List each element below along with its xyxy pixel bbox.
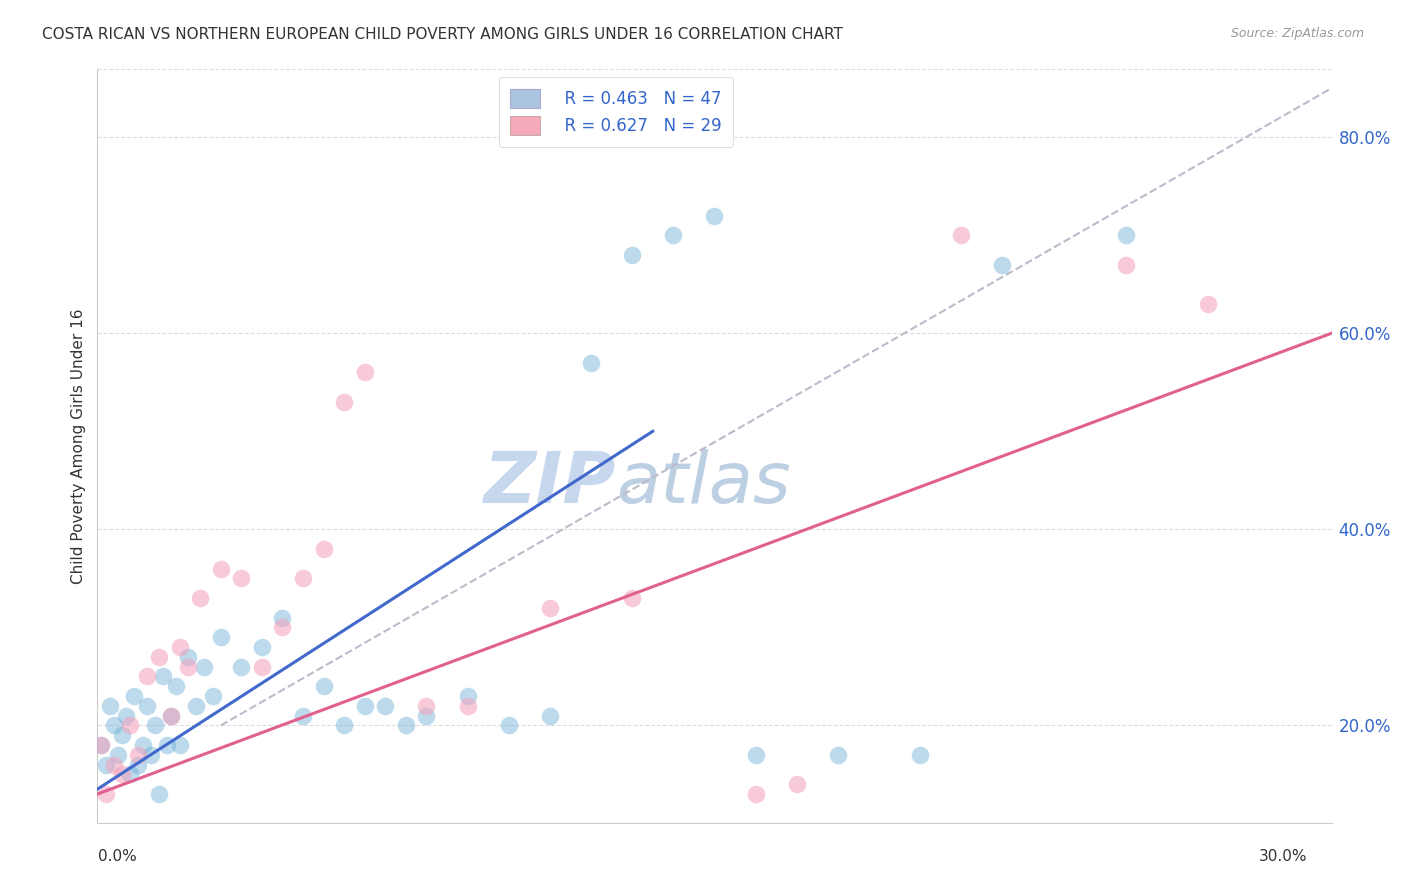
Y-axis label: Child Poverty Among Girls Under 16: Child Poverty Among Girls Under 16: [72, 309, 86, 583]
Point: [744, 747, 766, 762]
Point: [908, 747, 931, 762]
Text: ZIP: ZIP: [484, 450, 616, 518]
Point: [1197, 297, 1219, 311]
Point: [111, 728, 134, 742]
Point: [169, 640, 191, 654]
Point: [1115, 228, 1137, 243]
Point: [94, 787, 117, 801]
Point: [950, 228, 973, 243]
Text: atlas: atlas: [616, 450, 790, 518]
Point: [827, 747, 849, 762]
Point: [415, 698, 437, 713]
Point: [538, 708, 561, 723]
Point: [165, 679, 187, 693]
Point: [98, 698, 121, 713]
Point: [415, 708, 437, 723]
Point: [139, 747, 162, 762]
Point: [333, 718, 356, 732]
Point: [457, 698, 479, 713]
Point: [991, 258, 1014, 272]
Point: [395, 718, 418, 732]
Point: [271, 610, 294, 624]
Point: [152, 669, 174, 683]
Point: [120, 767, 142, 781]
Point: [148, 649, 170, 664]
Point: [115, 708, 138, 723]
Point: [193, 659, 215, 673]
Text: Source: ZipAtlas.com: Source: ZipAtlas.com: [1230, 27, 1364, 40]
Text: 30.0%: 30.0%: [1260, 849, 1308, 863]
Point: [621, 591, 644, 605]
Point: [353, 366, 375, 380]
Point: [353, 698, 375, 713]
Point: [209, 630, 232, 644]
Point: [374, 698, 396, 713]
Point: [160, 708, 183, 723]
Point: [786, 777, 808, 791]
Point: [703, 209, 725, 223]
Point: [292, 708, 315, 723]
Point: [124, 689, 146, 703]
Point: [498, 718, 520, 732]
Text: COSTA RICAN VS NORTHERN EUROPEAN CHILD POVERTY AMONG GIRLS UNDER 16 CORRELATION : COSTA RICAN VS NORTHERN EUROPEAN CHILD P…: [42, 27, 844, 42]
Point: [231, 659, 253, 673]
Point: [621, 248, 644, 262]
Point: [143, 718, 166, 732]
Point: [128, 757, 150, 772]
Point: [292, 571, 315, 585]
Point: [312, 541, 335, 556]
Point: [579, 356, 602, 370]
Point: [103, 718, 125, 732]
Text: 0.0%: 0.0%: [98, 849, 138, 863]
Point: [312, 679, 335, 693]
Point: [231, 571, 253, 585]
Point: [209, 561, 232, 575]
Point: [177, 659, 200, 673]
Point: [250, 659, 273, 673]
Point: [538, 600, 561, 615]
Point: [111, 767, 134, 781]
Point: [271, 620, 294, 634]
Point: [120, 718, 142, 732]
Point: [250, 640, 273, 654]
Point: [90, 738, 112, 752]
Point: [103, 757, 125, 772]
Point: [744, 787, 766, 801]
Point: [177, 649, 200, 664]
Point: [201, 689, 224, 703]
Point: [662, 228, 685, 243]
Point: [457, 689, 479, 703]
Point: [128, 747, 150, 762]
Legend:   R = 0.463   N = 47,   R = 0.627   N = 29: R = 0.463 N = 47, R = 0.627 N = 29: [499, 77, 733, 147]
Point: [94, 757, 117, 772]
Point: [148, 787, 170, 801]
Point: [107, 747, 129, 762]
Point: [135, 698, 157, 713]
Point: [188, 591, 211, 605]
Point: [156, 738, 179, 752]
Point: [169, 738, 191, 752]
Point: [131, 738, 153, 752]
Point: [333, 395, 356, 409]
Point: [184, 698, 207, 713]
Point: [160, 708, 183, 723]
Point: [135, 669, 157, 683]
Point: [1115, 258, 1137, 272]
Point: [90, 738, 112, 752]
